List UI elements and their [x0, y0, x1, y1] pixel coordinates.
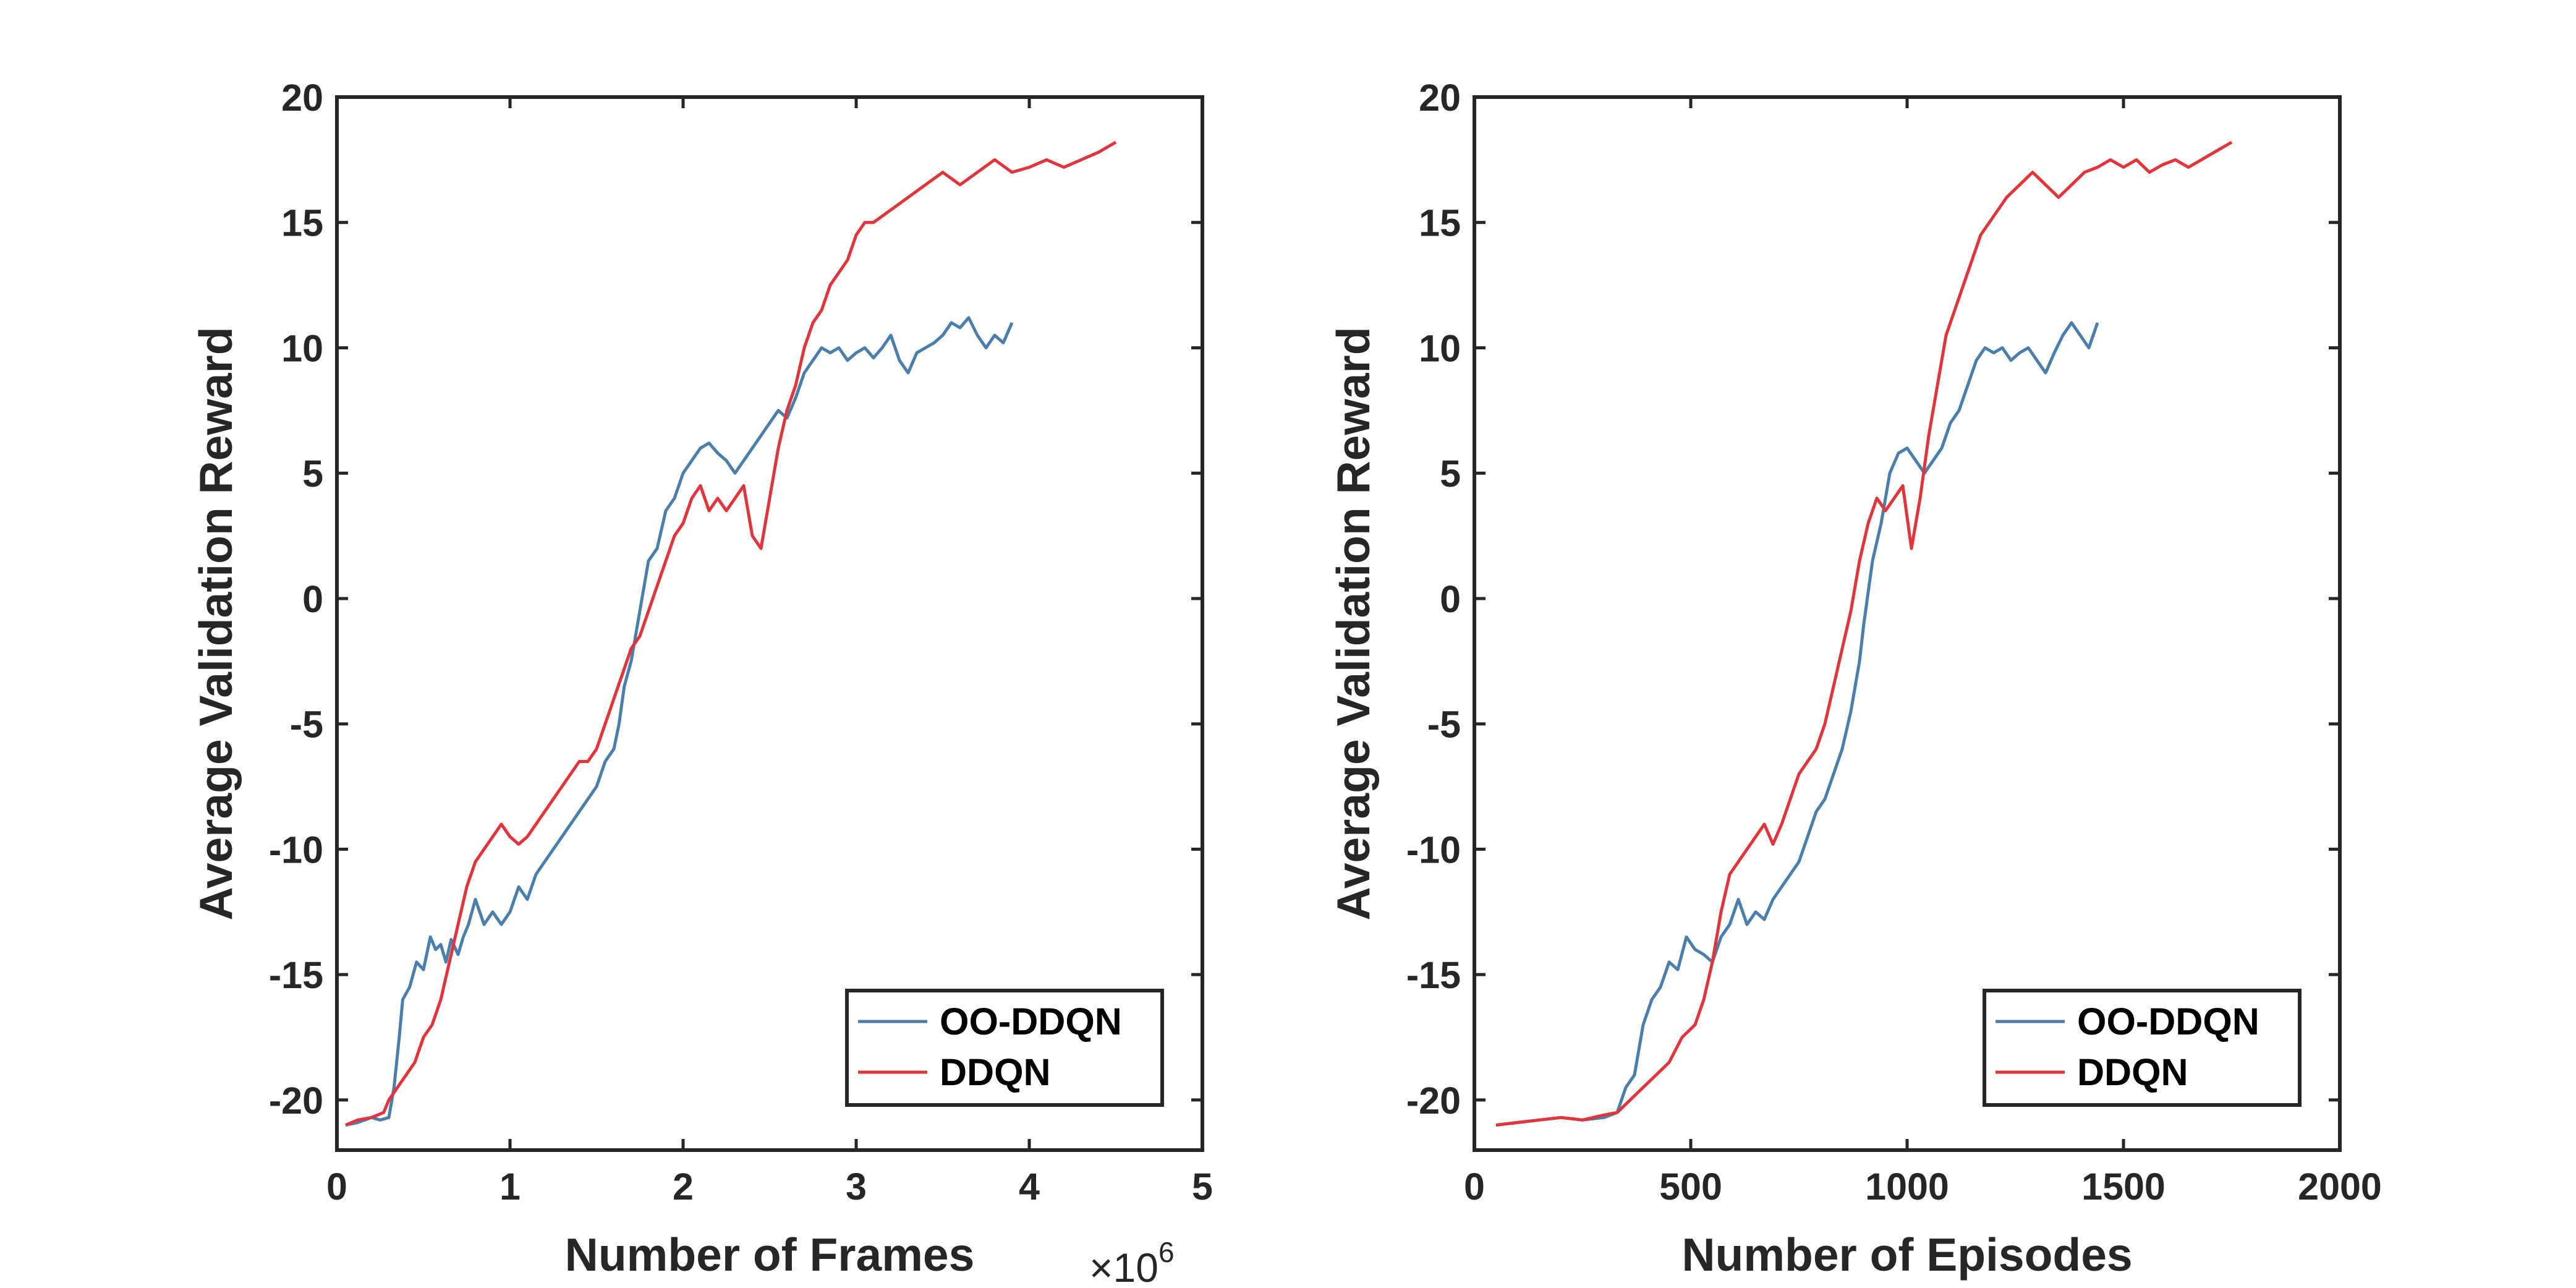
- chart-frames-series-line-ddqn: [345, 140, 1117, 1127]
- chart-episodes-x-tick-label: 0: [1464, 1166, 1485, 1208]
- chart-frames-x-tick-label: 2: [673, 1166, 694, 1208]
- chart-episodes-x-axis-label: Number of Episodes: [1681, 1229, 2132, 1281]
- chart-episodes-x-tick-label: 1500: [2081, 1166, 2166, 1208]
- chart-episodes-x-ticks: 0 500 1000 1500 2000: [1464, 97, 2382, 1208]
- chart-frames-y-ticks: -20 -15 -10 -5 0 5 10 15 20: [269, 77, 1202, 1122]
- chart-episodes-x-tick-label: 1000: [1865, 1166, 1949, 1208]
- chart-episodes-y-tick-label: -15: [1406, 954, 1461, 996]
- chart-episodes-y-ticks: -20 -15 -10 -5 0 5 10 15 20: [1406, 77, 2340, 1122]
- chart-frames-x-tick-label: 1: [499, 1166, 521, 1208]
- chart-episodes-legend-label-oo-ddqn: OO-DDQN: [2077, 1000, 2259, 1043]
- chart-frames-axes-box: [335, 95, 1204, 1152]
- chart-frames-y-tick-label: 5: [302, 453, 323, 495]
- chart-frames-legend: OO-DDQN DDQN: [845, 989, 1164, 1107]
- chart-frames-x-multiplier: ×106: [1089, 1236, 1175, 1288]
- chart-frames-x-axis-label: Number of Frames: [565, 1229, 975, 1281]
- chart-frames-x-multiplier-exponent: 6: [1158, 1236, 1175, 1268]
- chart-frames-x-ticks: 0 1 2 3 4 5: [326, 97, 1213, 1208]
- chart-episodes-y-tick-label: 5: [1440, 453, 1461, 495]
- chart-frames-x-tick-label: 4: [1019, 1166, 1040, 1208]
- chart-frames-y-axis-label: Average Validation Reward: [190, 326, 242, 920]
- chart-frames-series: [345, 140, 1117, 1127]
- chart-episodes-y-tick-label: -5: [1427, 704, 1461, 746]
- chart-episodes-x-tick-label: 2000: [2298, 1166, 2382, 1208]
- chart-episodes-y-tick-label: 0: [1440, 578, 1461, 620]
- chart-frames-y-tick-label: -20: [269, 1080, 323, 1122]
- chart-frames-x-tick-label: 5: [1192, 1166, 1213, 1208]
- chart-frames-y-tick-label: 0: [302, 578, 323, 620]
- chart-frames-x-tick-label: 3: [846, 1166, 867, 1208]
- chart-episodes-y-tick-label: -10: [1406, 829, 1461, 871]
- chart-episodes: 0 500 1000 1500 2000 -20 -15 -10 -5 0 5 10 15 20 Num…: [1327, 77, 2382, 1281]
- chart-episodes-series: [1495, 140, 2233, 1127]
- chart-frames-y-tick-label: -15: [269, 954, 323, 996]
- chart-episodes-legend-box: [1983, 989, 2302, 1107]
- chart-frames-legend-box: [845, 989, 1164, 1107]
- chart-frames-y-tick-label: -5: [290, 704, 323, 746]
- chart-frames-legend-label-ddqn: DDQN: [940, 1051, 1051, 1093]
- chart-frames-y-tick-label: 15: [281, 202, 323, 244]
- chart-episodes-series-line-oo-ddqn: [1495, 321, 2099, 1127]
- chart-episodes-x-tick-label: 500: [1659, 1166, 1722, 1208]
- chart-frames-series-line-oo-ddqn: [345, 316, 1014, 1127]
- chart-frames: 0 1 2 3 4 5 -20 -15 -10 -5 0 5 10 15 20 Number of Fra…: [190, 77, 1213, 1288]
- chart-episodes-legend-label-ddqn: DDQN: [2077, 1051, 2188, 1093]
- chart-episodes-y-tick-label: 10: [1419, 327, 1461, 369]
- chart-episodes-y-tick-label: 15: [1419, 202, 1461, 244]
- chart-episodes-y-tick-label: -20: [1406, 1080, 1461, 1122]
- chart-frames-legend-label-oo-ddqn: OO-DDQN: [940, 1000, 1122, 1043]
- chart-frames-x-multiplier-base: ×10: [1089, 1245, 1158, 1288]
- chart-frames-x-tick-label: 0: [326, 1166, 347, 1208]
- chart-episodes-series-line-ddqn: [1495, 140, 2233, 1127]
- chart-frames-y-tick-label: 20: [281, 77, 323, 119]
- chart-frames-y-tick-label: 10: [281, 327, 323, 369]
- chart-episodes-y-axis-label: Average Validation Reward: [1327, 326, 1379, 920]
- chart-episodes-y-tick-label: 20: [1419, 77, 1461, 119]
- chart-episodes-legend: OO-DDQN DDQN: [1983, 989, 2302, 1107]
- chart-frames-y-tick-label: -10: [269, 829, 323, 871]
